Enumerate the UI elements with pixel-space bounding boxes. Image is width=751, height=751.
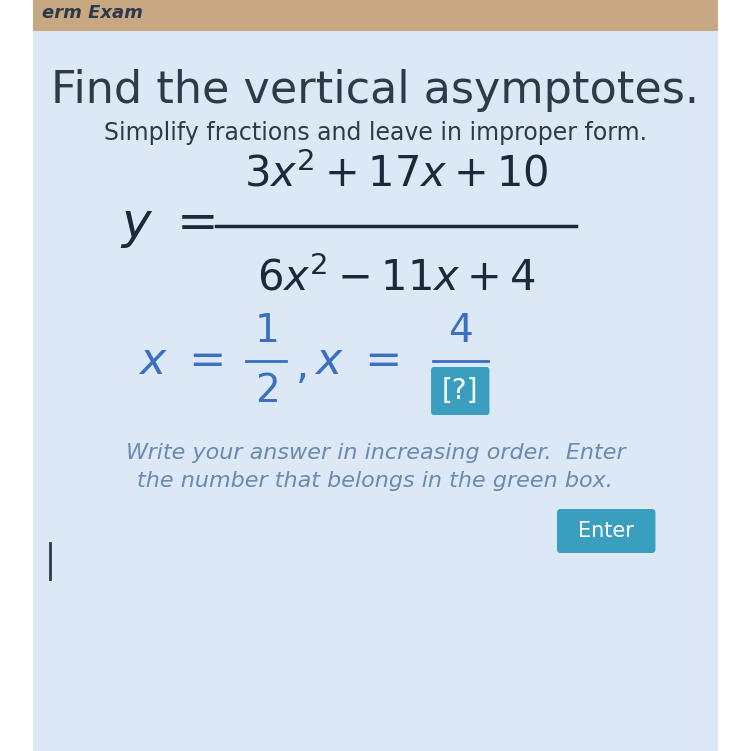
Text: $6x^2 - 11x + 4$: $6x^2 - 11x + 4$: [257, 257, 535, 299]
Text: erm Exam: erm Exam: [43, 4, 143, 22]
Text: $4$: $4$: [448, 312, 472, 350]
Text: $2$: $2$: [255, 372, 277, 410]
FancyBboxPatch shape: [431, 367, 490, 415]
Text: $x\ =$: $x\ =$: [315, 339, 400, 382]
Text: $,$: $,$: [295, 345, 306, 387]
Text: Enter: Enter: [578, 521, 634, 541]
FancyBboxPatch shape: [33, 31, 719, 751]
Text: the number that belongs in the green box.: the number that belongs in the green box…: [137, 471, 614, 491]
Text: $3x^2 + 17x + 10$: $3x^2 + 17x + 10$: [243, 152, 548, 195]
Text: [?]: [?]: [442, 377, 478, 405]
FancyBboxPatch shape: [33, 0, 719, 31]
Text: Find the vertical asymptotes.: Find the vertical asymptotes.: [51, 70, 699, 113]
FancyBboxPatch shape: [557, 509, 656, 553]
Text: Simplify fractions and leave in improper form.: Simplify fractions and leave in improper…: [104, 121, 647, 145]
Text: $y\ =$: $y\ =$: [120, 202, 216, 250]
Text: $x\ =$: $x\ =$: [138, 339, 224, 382]
Text: $1$: $1$: [255, 312, 278, 350]
Text: Write your answer in increasing order.  Enter: Write your answer in increasing order. E…: [125, 443, 626, 463]
